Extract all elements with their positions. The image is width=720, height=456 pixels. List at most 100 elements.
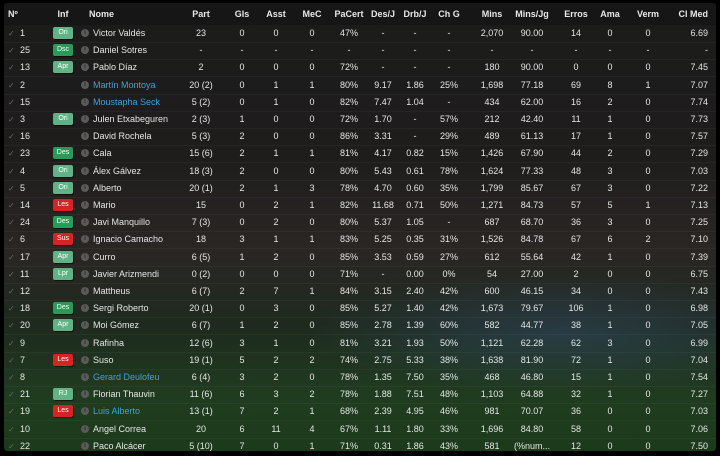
player-name[interactable]: Daniel Sotres <box>93 45 148 56</box>
player-name[interactable]: Moi Gómez <box>93 320 140 331</box>
table-row[interactable]: ✓ 25 Dsc i Daniel Sotres - - - - - - - - - - - - - - <box>4 42 716 61</box>
table-row[interactable]: ✓ 21 RJ i Florian Thauvin 11 (6) 6 3 2 78% 1.88 7.5… <box>4 386 716 405</box>
info-icon[interactable]: i <box>81 390 89 399</box>
player-name[interactable]: Javier Arizmendi <box>93 268 160 279</box>
info-icon[interactable]: i <box>81 287 89 295</box>
player-name[interactable]: Curro <box>93 251 116 262</box>
table-row[interactable]: ✓ 11 Lpr i Javier Arizmendi 0 (2) 0 0 0 71% - 0.00 0… <box>4 266 716 284</box>
info-icon[interactable]: i <box>81 252 89 261</box>
info-icon[interactable]: i <box>81 407 89 416</box>
info-badge[interactable]: Apr <box>53 250 73 263</box>
info-badge[interactable]: RJ <box>53 388 73 401</box>
info-badge[interactable]: Apr <box>53 319 73 332</box>
table-row[interactable]: ✓ 16 i David Rochela 5 (3) 2 0 0 86% 3.31 - 29% 489 6… <box>4 128 716 147</box>
info-icon[interactable]: i <box>81 235 89 244</box>
info-icon[interactable]: i <box>81 29 89 37</box>
player-name[interactable]: Luis Alberto <box>93 406 141 417</box>
column-header-mins-jg[interactable]: Mins/Jg <box>515 9 549 19</box>
table-row[interactable]: ✓ 20 Apr i Moi Gómez 6 (7) 1 2 0 85% 2.78 1.39 60% 58… <box>4 317 716 336</box>
column-header-cl-med[interactable]: Cl Med <box>678 9 708 19</box>
info-badge[interactable]: Ori <box>53 164 73 177</box>
table-row[interactable]: ✓ 15 i Moustapha Seck 5 (2) 0 1 0 82% 7.47 1.04 - 43… <box>4 94 716 112</box>
table-row[interactable]: ✓ 4 Ori i Álex Gálvez 18 (3) 2 0 0 80% 5.43 0.61 78%… <box>4 163 716 181</box>
player-name[interactable]: Mattheus <box>93 286 131 296</box>
column-header-ch-g[interactable]: Ch G <box>438 9 460 19</box>
info-icon[interactable]: i <box>81 304 89 313</box>
column-header-verm[interactable]: Verm <box>636 9 660 19</box>
player-name[interactable]: Pablo Díaz <box>93 62 138 73</box>
info-icon[interactable]: i <box>81 321 89 330</box>
info-badge[interactable]: Sus <box>53 233 73 246</box>
player-name[interactable]: Mario <box>93 200 116 210</box>
info-badge[interactable]: Dsc <box>53 44 73 57</box>
info-icon[interactable]: i <box>81 338 89 347</box>
info-icon[interactable]: i <box>81 269 89 278</box>
info-badge[interactable]: Lpr <box>53 267 73 280</box>
table-row[interactable]: ✓ 18 Des i Sergi Roberto 20 (1) 0 3 0 85% 5.27 1.40… <box>4 300 716 319</box>
info-icon[interactable]: i <box>81 149 89 158</box>
info-icon[interactable]: i <box>81 80 89 89</box>
column-header-ama[interactable]: Ama <box>600 9 620 19</box>
column-header-pacert[interactable]: PaCert <box>334 9 364 19</box>
player-name[interactable]: Angel Correa <box>93 423 147 434</box>
info-icon[interactable]: i <box>81 63 89 72</box>
info-icon[interactable]: i <box>81 46 89 55</box>
info-icon[interactable]: i <box>81 201 89 209</box>
column-header-des-j[interactable]: Des/J <box>370 9 396 19</box>
column-header-part[interactable]: Part <box>192 9 210 19</box>
table-row[interactable]: ✓ 12 i Mattheus 6 (7) 2 7 1 84% 3.15 2.40 42% 600 46.… <box>4 283 716 301</box>
table-row[interactable]: ✓ 6 Sus i Ignacio Camacho 18 3 1 1 83% 5.25 0.35 31%… <box>4 231 716 250</box>
column-header-asst[interactable]: Asst <box>266 9 286 19</box>
table-row[interactable]: ✓ 8 i Gerard Deulofeu 6 (4) 3 2 0 78% 1.35 7.50 35%… <box>4 369 716 387</box>
column-header-inf[interactable]: Inf <box>57 9 69 19</box>
info-icon[interactable]: i <box>81 424 89 433</box>
player-name[interactable]: Cala <box>93 148 112 159</box>
info-icon[interactable]: i <box>81 132 89 141</box>
info-icon[interactable]: i <box>81 441 89 450</box>
table-row[interactable]: ✓ 19 Les i Luis Alberto 13 (1) 7 2 1 68% 2.39 4.95 4… <box>4 403 716 422</box>
table-row[interactable]: ✓ 5 Ori i Alberto 20 (1) 2 1 3 78% 4.70 0.60 35% 1,79… <box>4 180 716 198</box>
info-badge[interactable]: Ori <box>53 113 73 125</box>
table-row[interactable]: ✓ 14 Les i Mario 15 0 2 1 82% 11.68 0.71 50% 1,271 84.… <box>4 197 716 215</box>
table-row[interactable]: ✓ 10 i Angel Correa 20 6 11 4 67% 1.11 1.80 33% 1,69… <box>4 421 716 439</box>
info-icon[interactable]: i <box>81 166 89 175</box>
player-name[interactable]: Victor Valdés <box>93 28 146 38</box>
table-row[interactable]: ✓ 9 i Rafinha 12 (6) 3 1 0 81% 3.21 1.93 50% 1,121 62… <box>4 335 716 353</box>
table-row[interactable]: ✓ 17 Apr i Curro 6 (5) 1 2 0 85% 3.53 0.59 27% 612 55.… <box>4 249 716 267</box>
info-icon[interactable]: i <box>81 218 89 227</box>
player-name[interactable]: Javi Manquillo <box>93 217 151 228</box>
player-name[interactable]: Ignacio Camacho <box>93 234 164 245</box>
info-icon[interactable]: i <box>81 183 89 192</box>
player-name[interactable]: Alberto <box>93 182 122 193</box>
player-name[interactable]: Paco Alcácer <box>93 440 146 451</box>
info-badge[interactable]: Les <box>53 353 73 366</box>
info-badge[interactable]: Des <box>53 147 73 160</box>
table-row[interactable]: ✓ 2 i Martín Montoya 20 (2) 0 1 1 80% 9.17 1.86 25%… <box>4 77 716 95</box>
table-row[interactable]: ✓ 24 Des i Javi Manquillo 7 (3) 0 2 0 80% 5.37 1.05… <box>4 214 716 233</box>
player-name[interactable]: Gerard Deulofeu <box>93 372 160 382</box>
column-header-drb-j[interactable]: Drb/J <box>403 9 427 19</box>
info-badge[interactable]: Des <box>53 216 73 229</box>
column-header-mec[interactable]: MeC <box>302 9 322 19</box>
info-icon[interactable]: i <box>81 355 89 364</box>
player-name[interactable]: Sergi Roberto <box>93 303 149 314</box>
column-header-n-[interactable]: Nº <box>8 9 18 19</box>
player-name[interactable]: Florian Thauvin <box>93 389 155 400</box>
player-name[interactable]: David Rochela <box>93 131 152 142</box>
info-badge[interactable]: Des <box>53 302 73 315</box>
column-header-gls[interactable]: Gls <box>234 9 250 19</box>
player-name[interactable]: Julen Etxabeguren <box>93 114 169 124</box>
info-badge[interactable]: Les <box>53 199 73 211</box>
player-name[interactable]: Rafinha <box>93 337 125 348</box>
player-name[interactable]: Álex Gálvez <box>93 165 142 176</box>
table-row[interactable]: ✓ 3 Ori i Julen Etxabeguren 2 (3) 1 0 0 72% 1.70 - 5… <box>4 111 716 129</box>
table-row[interactable]: ✓ 1 Ori i Victor Valdés 23 0 0 0 47% - - - 2,070 90.00… <box>4 25 716 43</box>
info-icon[interactable]: i <box>81 115 89 123</box>
info-badge[interactable]: Apr <box>53 61 73 74</box>
player-name[interactable]: Suso <box>93 354 114 365</box>
table-row[interactable]: ✓ 13 Apr i Pablo Díaz 2 0 0 0 72% - - - 180 90.00 0 0 0 7.… <box>4 59 716 78</box>
player-name[interactable]: Martín Montoya <box>93 79 156 90</box>
player-name[interactable]: Moustapha Seck <box>93 96 161 107</box>
info-badge[interactable]: Ori <box>53 27 73 39</box>
table-row[interactable]: ✓ 23 Des i Cala 15 (6) 2 1 1 81% 4.17 0.82 15% 1,426 6… <box>4 145 716 164</box>
